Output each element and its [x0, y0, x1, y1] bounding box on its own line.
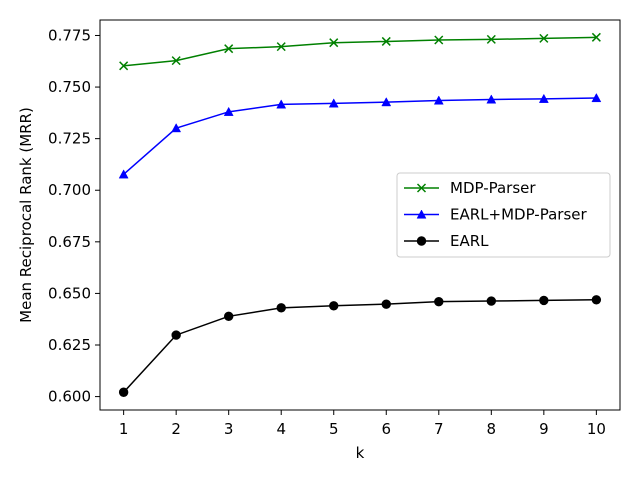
legend-marker [416, 236, 427, 246]
data-point-mdp-parser [171, 56, 181, 66]
y-tick-label: 0.600 [48, 388, 91, 406]
x-axis-label: k [356, 444, 365, 462]
y-tick-label: 0.650 [48, 284, 91, 302]
x-tick-label: 1 [119, 420, 129, 438]
series-line-earl-mdp-parser [123, 97, 597, 175]
series-line-mdp-parser [123, 36, 597, 67]
plot-frame [99, 19, 621, 411]
y-tick-label: 0.625 [48, 336, 91, 354]
data-point-earl [118, 387, 129, 397]
data-point-earl-mdp-parser [118, 169, 129, 179]
series-earl [118, 295, 602, 397]
legend-box [396, 172, 611, 258]
data-point-earl [223, 311, 234, 322]
data-point-earl [329, 301, 339, 311]
y-tick-label: 0.750 [48, 78, 91, 96]
legend-label: MDP-Parser [450, 179, 536, 197]
data-point-earl-mdp-parser [433, 95, 444, 105]
x-tick-label: 7 [434, 420, 444, 438]
data-point-mdp-parser [434, 35, 444, 45]
data-point-earl-mdp-parser [328, 98, 339, 108]
data-point-mdp-parser [224, 44, 234, 54]
y-axis: 0.600 0.625 0.650 0.675 0.700 0.725 0.750 0.775 [48, 26, 100, 406]
legend-marker [416, 209, 427, 219]
data-point-mdp-parser [276, 42, 286, 52]
legend-marker [416, 183, 427, 193]
series-line-earl [123, 299, 597, 393]
x-tick-label: 3 [224, 420, 234, 438]
data-point-earl [171, 330, 181, 340]
data-point-mdp-parser [539, 33, 549, 43]
y-tick-label: 0.700 [48, 181, 91, 199]
x-axis: 1 2 3 4 5 6 7 8 9 10 [119, 410, 606, 438]
series-layer [118, 32, 602, 397]
data-point-earl-mdp-parser [538, 93, 549, 103]
data-point-mdp-parser [486, 34, 496, 44]
data-point-mdp-parser [591, 32, 601, 42]
legend-label: EARL [450, 232, 489, 250]
data-point-earl-mdp-parser [591, 92, 602, 103]
data-point-earl-mdp-parser [486, 94, 497, 104]
x-tick-label: 8 [487, 420, 497, 438]
x-tick-label: 9 [539, 420, 549, 438]
data-point-earl [381, 299, 391, 309]
x-tick-label: 2 [171, 420, 181, 438]
data-point-mdp-parser [381, 36, 391, 46]
series-mdp-parser [119, 32, 601, 71]
legend: MDP-Parser EARL+MDP-Parser EARL [396, 172, 611, 258]
data-point-earl [276, 303, 286, 313]
data-point-earl [486, 296, 497, 306]
data-point-earl-mdp-parser [276, 99, 287, 109]
legend-label: EARL+MDP-Parser [450, 206, 587, 224]
x-tick-label: 6 [381, 420, 391, 438]
legend-item-earl-mdp-parser: EARL+MDP-Parser [404, 206, 587, 224]
data-point-earl [539, 295, 549, 306]
data-point-mdp-parser [119, 61, 129, 71]
data-point-mdp-parser [329, 38, 339, 48]
y-axis-label: Mean Reciprocal Rank (MRR) [17, 107, 35, 323]
legend-item-earl: EARL [404, 232, 489, 250]
data-point-earl-mdp-parser [171, 123, 182, 133]
legend-item-mdp-parser: MDP-Parser [404, 179, 536, 197]
data-point-earl [591, 295, 602, 305]
series-earl-mdp-parser [118, 92, 602, 179]
x-tick-label: 10 [587, 420, 606, 438]
x-tick-label: 4 [276, 420, 286, 438]
x-tick-label: 5 [329, 420, 339, 438]
y-tick-label: 0.675 [48, 233, 91, 251]
y-tick-label: 0.725 [48, 130, 91, 148]
data-point-earl-mdp-parser [381, 97, 392, 107]
data-point-earl [434, 296, 444, 307]
y-tick-label: 0.775 [48, 26, 91, 44]
data-point-earl-mdp-parser [223, 106, 234, 116]
